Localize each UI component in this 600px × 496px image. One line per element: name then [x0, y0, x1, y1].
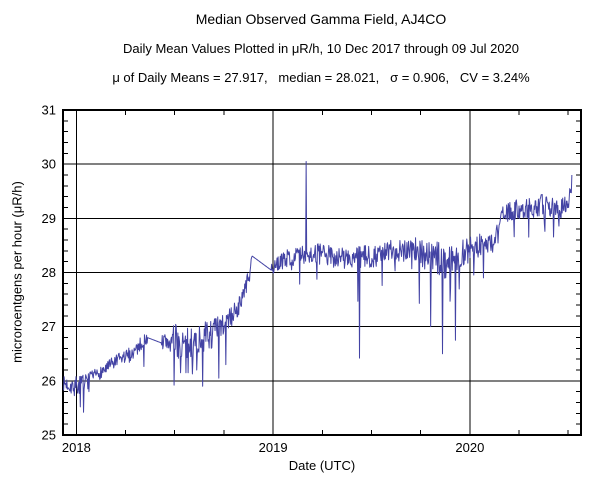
x-tick-label: 2018 [62, 440, 91, 455]
plot-frame [62, 109, 582, 436]
x-axis-label: Date (UTC) [288, 458, 356, 473]
chart-subtitle: Daily Mean Values Plotted in μR/h, 10 De… [122, 41, 520, 56]
x-tick-label: 2019 [259, 440, 288, 455]
y-tick-label: 29 [42, 211, 56, 226]
data-series-path [63, 160, 573, 413]
y-tick-label: 25 [42, 428, 56, 443]
y-tick-label: 31 [42, 103, 56, 118]
y-axis-label: microroentgens per hour (μR/h) [9, 181, 25, 363]
y-tick-label: 30 [42, 157, 56, 172]
chart-title: Median Observed Gamma Field, AJ4CO [195, 11, 447, 27]
chart-stats-line: μ of Daily Means = 27.917, median = 28.0… [112, 70, 530, 85]
x-tick-label: 2020 [455, 440, 484, 455]
y-tick-label: 26 [42, 373, 56, 388]
y-tick-label: 28 [42, 265, 56, 280]
y-tick-label: 27 [42, 319, 56, 334]
